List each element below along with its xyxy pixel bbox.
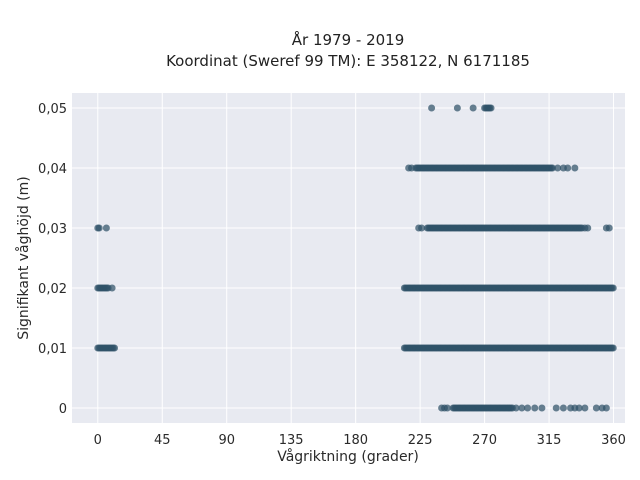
x-tick-label: 225 — [408, 433, 433, 448]
data-point — [552, 404, 560, 412]
data-point — [95, 224, 103, 232]
data-point — [487, 104, 495, 112]
data-point — [609, 344, 617, 352]
data-point — [443, 404, 451, 412]
data-point — [602, 404, 610, 412]
data-point — [418, 224, 426, 232]
x-tick-label: 0 — [94, 433, 102, 448]
data-point — [108, 284, 116, 292]
y-tick-label: 0 — [59, 402, 67, 417]
chart-title-line-2: Koordinat (Sweref 99 TM): E 358122, N 61… — [166, 52, 530, 70]
y-axis-label: Signifikant våghöjd (m) — [15, 176, 32, 339]
data-point — [581, 404, 589, 412]
data-point — [102, 224, 110, 232]
data-point — [564, 164, 572, 172]
data-point — [428, 104, 436, 112]
data-point — [554, 164, 562, 172]
tick-labels: 0 45 90 135 180 225 270 315 360 0 0,01 0,02 0,03 0,04… — [38, 102, 626, 448]
x-tick-label: 180 — [343, 433, 368, 448]
data-point — [575, 404, 583, 412]
y-tick-label: 0,02 — [38, 282, 67, 297]
x-tick-label: 90 — [218, 433, 235, 448]
x-tick-label: 360 — [601, 433, 626, 448]
y-tick-label: 0,05 — [38, 102, 67, 117]
x-tick-label: 315 — [537, 433, 562, 448]
y-tick-label: 0,01 — [38, 342, 67, 357]
data-points — [94, 104, 617, 412]
data-point — [592, 404, 600, 412]
plot-area — [72, 93, 625, 423]
data-point — [584, 224, 592, 232]
data-point — [469, 104, 477, 112]
x-axis-label: Vågriktning (grader) — [277, 448, 419, 465]
y-tick-label: 0,04 — [38, 162, 67, 177]
data-point — [111, 344, 119, 352]
data-point — [453, 104, 461, 112]
data-point — [512, 404, 520, 412]
data-point — [524, 404, 532, 412]
data-point — [549, 164, 557, 172]
chart-title-line-1: År 1979 - 2019 — [292, 30, 405, 49]
data-point — [559, 404, 567, 412]
x-tick-label: 45 — [154, 433, 171, 448]
x-tick-label: 135 — [279, 433, 304, 448]
data-point — [538, 404, 546, 412]
y-tick-label: 0,03 — [38, 222, 67, 237]
data-point — [531, 404, 539, 412]
data-point — [609, 284, 617, 292]
data-point — [605, 224, 613, 232]
data-point — [518, 404, 526, 412]
x-tick-label: 270 — [472, 433, 497, 448]
data-point — [571, 164, 579, 172]
data-point — [408, 164, 416, 172]
